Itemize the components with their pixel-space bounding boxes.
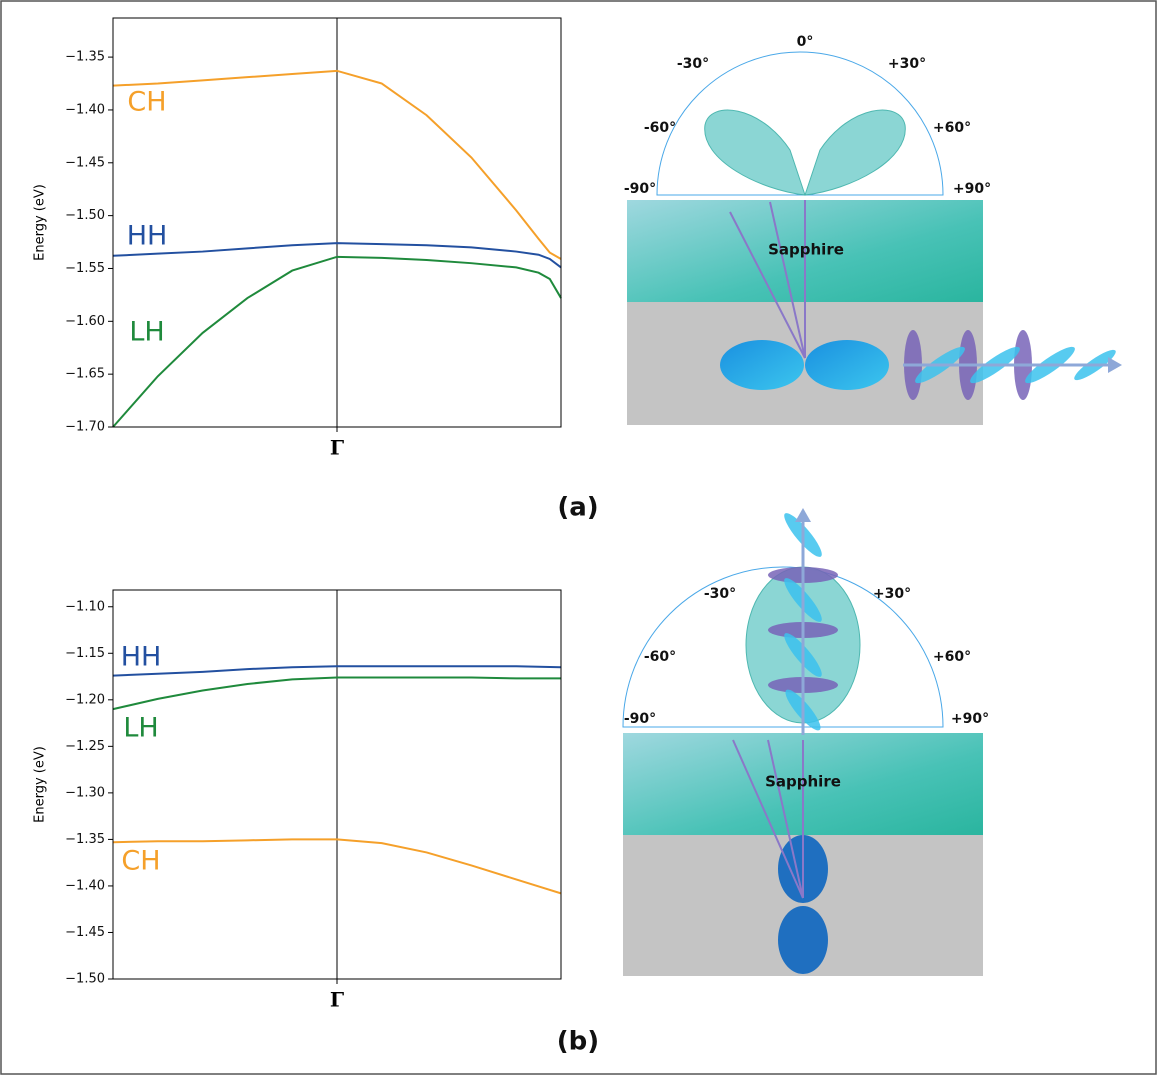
y-tick-label: −1.50	[65, 972, 105, 987]
series-label: CH	[121, 846, 160, 877]
angle-label: -60°	[644, 649, 676, 665]
x-tick-label: Γ	[330, 436, 344, 460]
angle-label: +30°	[888, 56, 926, 72]
y-tick-label: −1.20	[65, 692, 105, 707]
series-label: LH	[123, 713, 158, 744]
y-tick-label: −1.10	[65, 599, 105, 614]
y-tick-label: −1.45	[65, 925, 105, 940]
series-label: HH	[127, 221, 168, 252]
y-tick-label: −1.15	[65, 646, 105, 661]
y-tick-label: −1.70	[65, 420, 105, 435]
panel-label: (a)	[557, 493, 598, 523]
angle-label: -60°	[644, 120, 676, 136]
angle-label: +30°	[873, 586, 911, 602]
substrate-label: Sapphire	[765, 773, 841, 791]
y-tick-label: −1.60	[65, 314, 105, 329]
angle-label: -90°	[624, 181, 656, 197]
angle-label: -30°	[677, 56, 709, 72]
angle-label: +90°	[953, 181, 991, 197]
angle-label: +60°	[933, 649, 971, 665]
y-axis-label: Energy (eV)	[33, 746, 48, 823]
y-tick-label: −1.40	[65, 878, 105, 893]
angle-label: +90°	[951, 711, 989, 727]
y-axis-label: Energy (eV)	[33, 184, 48, 261]
substrate-label: Sapphire	[768, 241, 844, 259]
y-tick-label: −1.35	[65, 50, 105, 65]
y-tick-label: −1.65	[65, 367, 105, 382]
y-tick-label: −1.55	[65, 261, 105, 276]
series-label: LH	[129, 317, 164, 348]
y-tick-label: −1.50	[65, 208, 105, 223]
y-tick-label: −1.30	[65, 785, 105, 800]
figure: 0° -30° +30° -60° +60° -90° +90° Sapphir…	[0, 0, 1157, 1075]
panel-label: (b)	[557, 1027, 599, 1057]
angle-label: +60°	[933, 120, 971, 136]
x-tick-label: Γ	[330, 988, 344, 1012]
y-tick-label: −1.35	[65, 832, 105, 847]
angle-label: 0°	[797, 34, 814, 50]
series-label: CH	[127, 87, 166, 118]
series-label: HH	[121, 642, 162, 673]
angle-label: -90°	[624, 711, 656, 727]
y-tick-label: −1.45	[65, 155, 105, 170]
y-tick-label: −1.25	[65, 739, 105, 754]
y-tick-label: −1.40	[65, 102, 105, 117]
angle-label: -30°	[704, 586, 736, 602]
